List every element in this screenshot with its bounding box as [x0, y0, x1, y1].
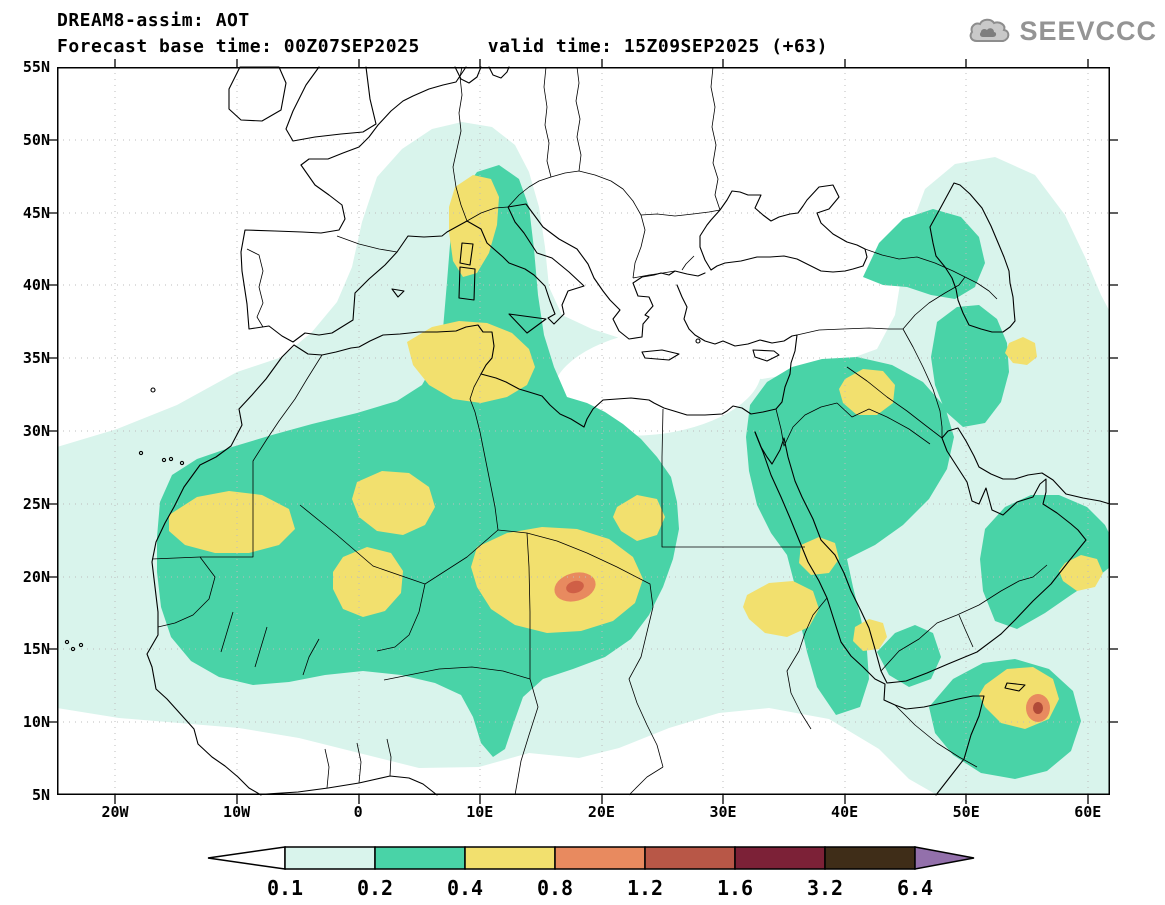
axis-ticks: [49, 59, 1118, 804]
lat-tick-label: 5N: [31, 786, 50, 804]
lon-tick-label: 50E: [952, 803, 980, 821]
contour-fill-04: [169, 175, 1103, 729]
map-area: [49, 59, 1118, 804]
lat-tick-label: 10N: [22, 713, 50, 732]
coastlines: [64, 66, 1111, 796]
lat-tick-label: 35N: [22, 349, 50, 368]
contour-fill-08: [554, 572, 1050, 722]
colorbar-image: [207, 846, 975, 870]
lat-tick-label: 50N: [22, 130, 50, 149]
colorbar-value-label: 0.1: [266, 876, 304, 900]
country-borders: [151, 66, 1048, 796]
lon-tick-label: 30E: [709, 803, 737, 821]
map-image: [49, 59, 1118, 804]
colorbar-value-label: 1.6: [716, 876, 754, 900]
lat-tick-label: 55N: [22, 58, 50, 76]
lat-tick-label: 40N: [22, 276, 50, 295]
lon-tick-label: 20E: [587, 803, 615, 821]
lat-tick-label: 20N: [22, 567, 50, 586]
lat-tick-label: 30N: [22, 422, 50, 440]
lon-tick-label: 0: [353, 803, 363, 821]
lat-tick-label: 25N: [22, 494, 50, 513]
seevccc-logo: SEEVCCC: [967, 16, 1157, 47]
cloud-icon: [970, 18, 1010, 42]
page-title: DREAM8-assim: AOT: [57, 10, 250, 31]
lon-tick-label: 20W: [101, 803, 129, 821]
lon-tick-label: 60E: [1074, 803, 1102, 821]
forecast-times: Forecast base time: 00Z07SEP2025 valid t…: [57, 36, 828, 57]
lat-tick-label: 15N: [22, 640, 50, 659]
colorbar-value-label: 0.2: [356, 876, 394, 900]
colorbar-value-label: 0.8: [536, 876, 574, 900]
colorbar: [205, 845, 977, 875]
logo-text: SEEVCCC: [1019, 16, 1157, 46]
lon-tick-label: 40E: [831, 803, 859, 821]
title-block: DREAM8-assim: AOT Forecast base time: 00…: [57, 8, 828, 60]
map-frame: [49, 59, 1118, 804]
lat-tick-label: 45N: [22, 203, 50, 222]
colorbar-value-label: 6.4: [896, 876, 934, 900]
colorbar-value-label: 1.2: [626, 876, 664, 900]
lon-tick-label: 10E: [466, 803, 494, 821]
lon-tick-label: 10W: [223, 803, 251, 821]
colorbar-value-label: 0.4: [446, 876, 484, 900]
gridlines: [57, 67, 1110, 795]
colorbar-value-label: 3.2: [806, 876, 844, 900]
